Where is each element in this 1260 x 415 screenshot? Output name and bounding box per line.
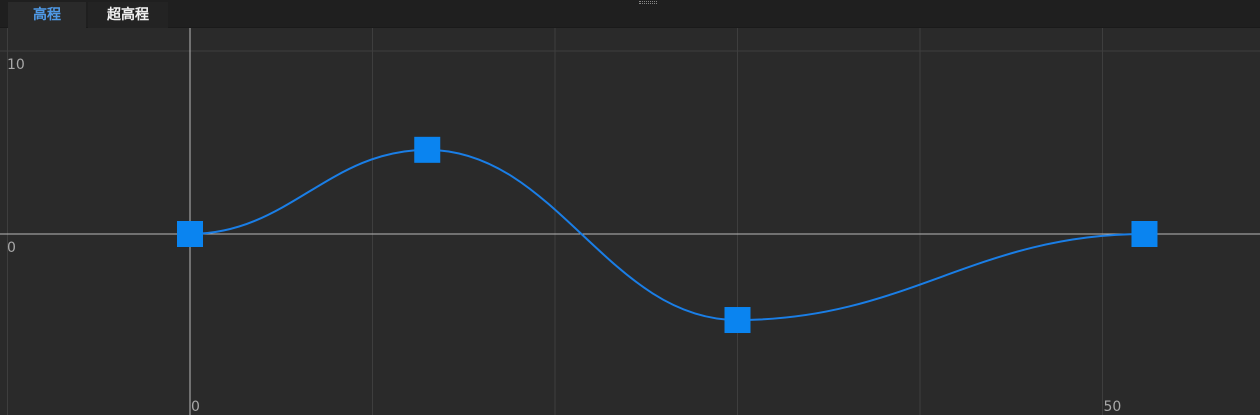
- control-point-handle[interactable]: [724, 307, 751, 334]
- tab-elevation[interactable]: 高程: [8, 2, 86, 28]
- tab-superelevation[interactable]: 超高程: [88, 2, 168, 28]
- control-points: [177, 136, 1158, 334]
- control-point-handle[interactable]: [414, 136, 441, 163]
- x-tick-label: 50: [1104, 399, 1122, 415]
- control-point-handle[interactable]: [177, 221, 203, 247]
- tab-bar: 高程 超高程: [0, 0, 1260, 28]
- chart-grid: [0, 28, 1260, 415]
- control-point-handle[interactable]: [1131, 221, 1158, 247]
- elevation-curve[interactable]: [189, 148, 1145, 322]
- panel-resize-grip-icon[interactable]: [639, 1, 657, 4]
- y-tick-label: 10: [7, 57, 25, 73]
- x-tick-label: 0: [191, 399, 200, 415]
- y-tick-label: 0: [7, 240, 16, 256]
